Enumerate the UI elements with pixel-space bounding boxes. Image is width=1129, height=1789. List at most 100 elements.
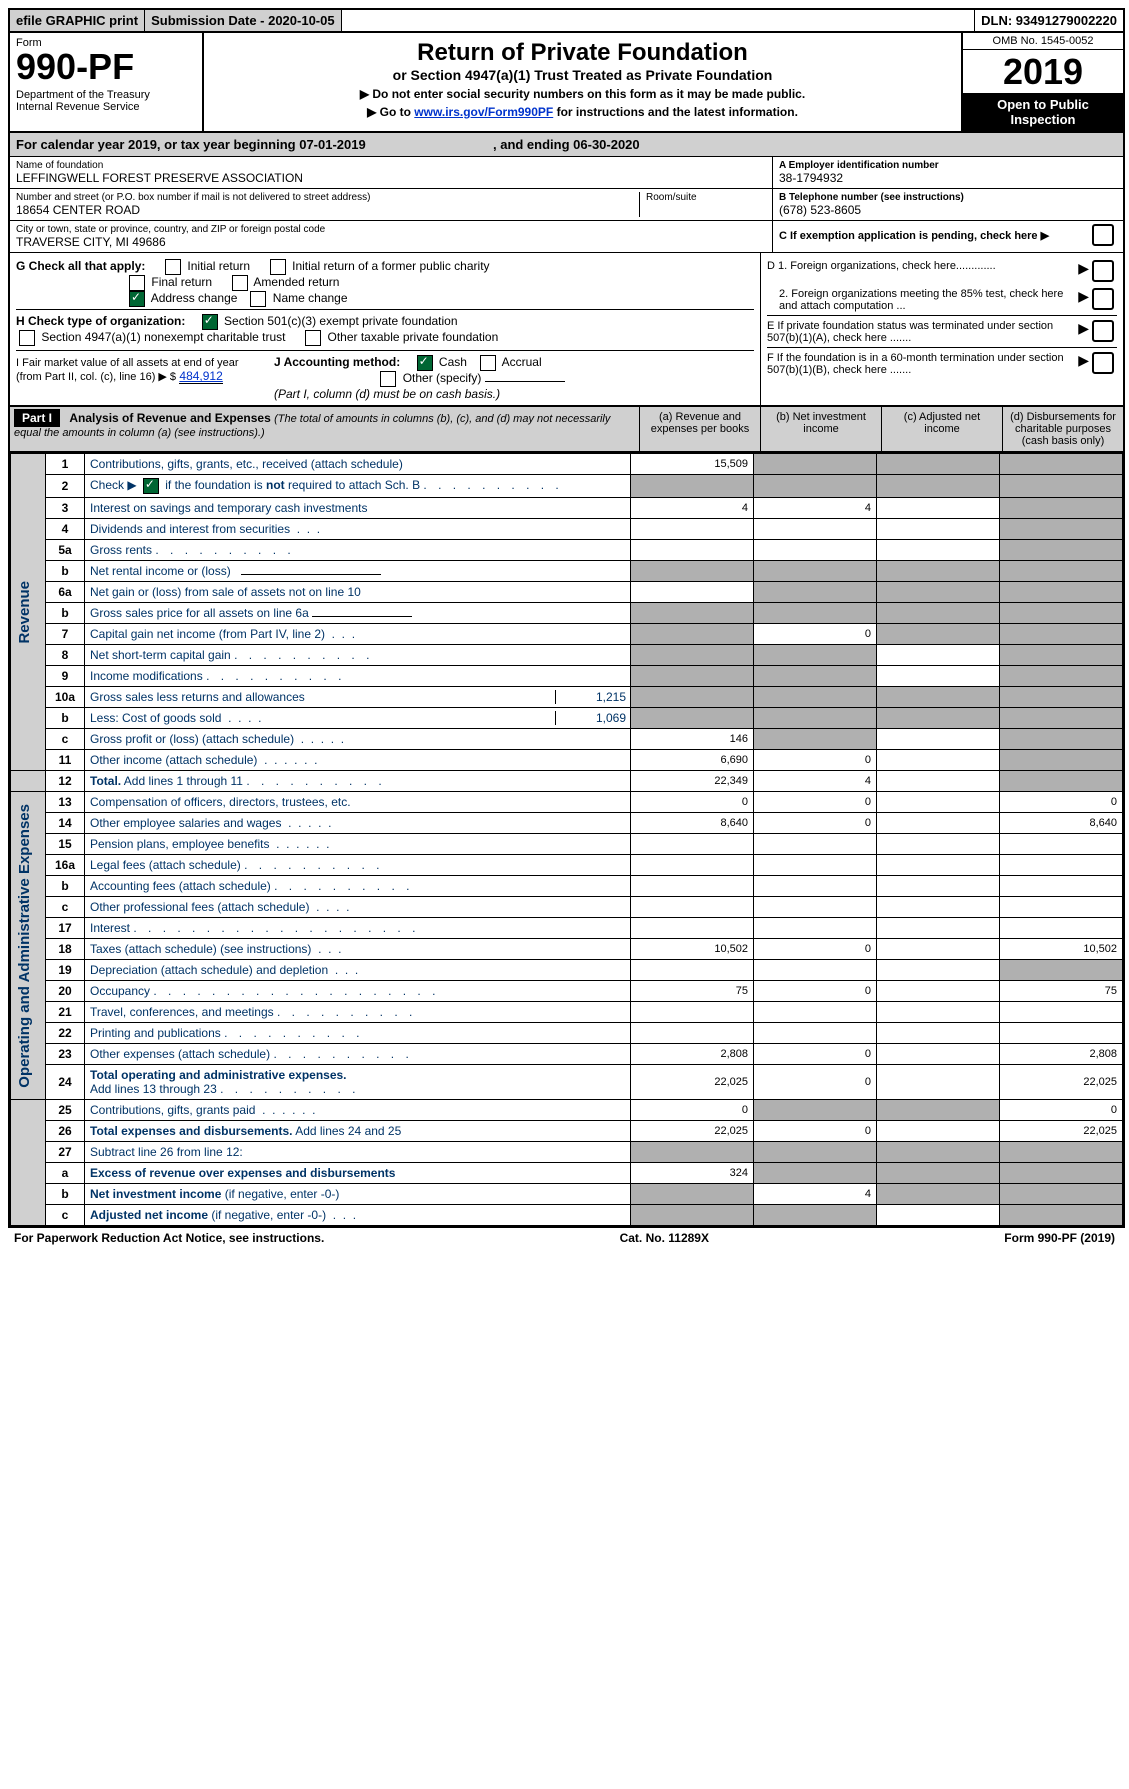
- h-501c3-checkbox[interactable]: [202, 314, 218, 330]
- col-b: [754, 603, 877, 624]
- col-d: [1000, 540, 1123, 561]
- efile-print[interactable]: efile GRAPHIC print: [10, 10, 145, 31]
- col-c: [877, 750, 1000, 771]
- col-a: 8,640: [631, 813, 754, 834]
- col-a: 75: [631, 981, 754, 1002]
- g-name-checkbox[interactable]: [250, 291, 266, 307]
- col-d: [1000, 771, 1123, 792]
- col-d: [1000, 1002, 1123, 1023]
- col-c: [877, 582, 1000, 603]
- goto-note: ▶ Go to www.irs.gov/Form990PF for instru…: [210, 105, 955, 119]
- line-num: b: [46, 708, 85, 729]
- addr-lbl: Number and street (or P.O. box number if…: [16, 192, 639, 203]
- col-b: [754, 1002, 877, 1023]
- note2b: for instructions and the latest informat…: [553, 105, 798, 119]
- part1-header-row: Part I Analysis of Revenue and Expenses …: [10, 407, 1123, 453]
- form-subtitle: or Section 4947(a)(1) Trust Treated as P…: [210, 67, 955, 83]
- h-lbl: H Check type of organization:: [16, 314, 185, 328]
- e-lbl: E If private foundation status was termi…: [767, 320, 1078, 344]
- col-a: [631, 582, 754, 603]
- j-other-checkbox[interactable]: [380, 371, 396, 387]
- col-c: [877, 519, 1000, 540]
- j-o2: Accrual: [502, 355, 542, 369]
- ein-cell: A Employer identification number 38-1794…: [773, 157, 1123, 189]
- col-c: [877, 1044, 1000, 1065]
- col-a: [631, 666, 754, 687]
- g-amended-checkbox[interactable]: [232, 275, 248, 291]
- line-desc: Gross profit or (loss) (attach schedule)…: [85, 729, 631, 750]
- d1-checkbox[interactable]: [1092, 260, 1114, 282]
- c-checkbox[interactable]: [1092, 224, 1114, 246]
- table-row: bNet rental income or (loss): [11, 561, 1123, 582]
- g-lbl: G Check all that apply:: [16, 259, 145, 273]
- section-g-h-i-j: G Check all that apply: Initial return I…: [10, 253, 1123, 407]
- col-d: [1000, 1205, 1123, 1226]
- col-b: [754, 454, 877, 475]
- f-checkbox[interactable]: [1092, 352, 1114, 374]
- col-a: [631, 876, 754, 897]
- j-cash-checkbox[interactable]: [417, 355, 433, 371]
- line-num: b: [46, 876, 85, 897]
- line-desc: Gross rents: [85, 540, 631, 561]
- j-accrual-checkbox[interactable]: [480, 355, 496, 371]
- g-initial-checkbox[interactable]: [165, 259, 181, 275]
- table-row: 11Other income (attach schedule) . . . .…: [11, 750, 1123, 771]
- table-row: bGross sales price for all assets on lin…: [11, 603, 1123, 624]
- h-other-checkbox[interactable]: [305, 330, 321, 346]
- col-b: [754, 855, 877, 876]
- col-a-head: (a) Revenue and expenses per books: [639, 407, 760, 451]
- col-d: 8,640: [1000, 813, 1123, 834]
- d2-checkbox[interactable]: [1092, 288, 1114, 310]
- table-row: 15Pension plans, employee benefits . . .…: [11, 834, 1123, 855]
- col-c: [877, 687, 1000, 708]
- col-d: [1000, 1163, 1123, 1184]
- tel-cell: B Telephone number (see instructions) (6…: [773, 189, 1123, 221]
- line-desc: Adjusted net income (if negative, enter …: [85, 1205, 631, 1226]
- col-b: 0: [754, 981, 877, 1002]
- col-d: [1000, 475, 1123, 498]
- col-c: [877, 981, 1000, 1002]
- dln: DLN: 93491279002220: [975, 10, 1123, 31]
- j-cell: J Accounting method: Cash Accrual Other …: [266, 355, 754, 401]
- col-d: [1000, 645, 1123, 666]
- line-num: 2: [46, 475, 85, 498]
- col-d: [1000, 897, 1123, 918]
- g-initial-former-checkbox[interactable]: [270, 259, 286, 275]
- col-a: 324: [631, 1163, 754, 1184]
- line-desc: Contributions, gifts, grants paid . . . …: [85, 1100, 631, 1121]
- schb-checkbox[interactable]: [143, 478, 159, 494]
- j-lbl: J Accounting method:: [274, 355, 400, 369]
- col-c: [877, 729, 1000, 750]
- line-num: 9: [46, 666, 85, 687]
- col-a: 146: [631, 729, 754, 750]
- line-num: a: [46, 1163, 85, 1184]
- col-c: [877, 561, 1000, 582]
- line-num: 1: [46, 454, 85, 475]
- address: 18654 CENTER ROAD: [16, 203, 639, 217]
- col-a: 6,690: [631, 750, 754, 771]
- line-num: 14: [46, 813, 85, 834]
- line-desc: Less: Cost of goods sold . . . .1,069: [85, 708, 631, 729]
- line-num: 13: [46, 792, 85, 813]
- g-final-checkbox[interactable]: [129, 275, 145, 291]
- e-checkbox[interactable]: [1092, 320, 1114, 342]
- part1-table: Revenue 1Contributions, gifts, grants, e…: [10, 453, 1123, 1226]
- col-a: [631, 960, 754, 981]
- i-value[interactable]: 484,912: [179, 369, 222, 384]
- col-d: 2,808: [1000, 1044, 1123, 1065]
- col-d: [1000, 582, 1123, 603]
- col-d: [1000, 750, 1123, 771]
- col-a: [631, 624, 754, 645]
- col-a: [631, 1023, 754, 1044]
- table-row: 10aGross sales less returns and allowanc…: [11, 687, 1123, 708]
- foundation-name: LEFFINGWELL FOREST PRESERVE ASSOCIATION: [16, 171, 766, 185]
- telephone: (678) 523-8605: [779, 203, 1117, 217]
- note2a: ▶ Go to: [367, 105, 414, 119]
- omb-number: OMB No. 1545-0052: [963, 33, 1123, 50]
- h-4947-checkbox[interactable]: [19, 330, 35, 346]
- irs-link[interactable]: www.irs.gov/Form990PF: [414, 105, 553, 119]
- line-desc: Net rental income or (loss): [85, 561, 631, 582]
- line-num: 6a: [46, 582, 85, 603]
- line-num: 22: [46, 1023, 85, 1044]
- g-address-checkbox[interactable]: [129, 291, 145, 307]
